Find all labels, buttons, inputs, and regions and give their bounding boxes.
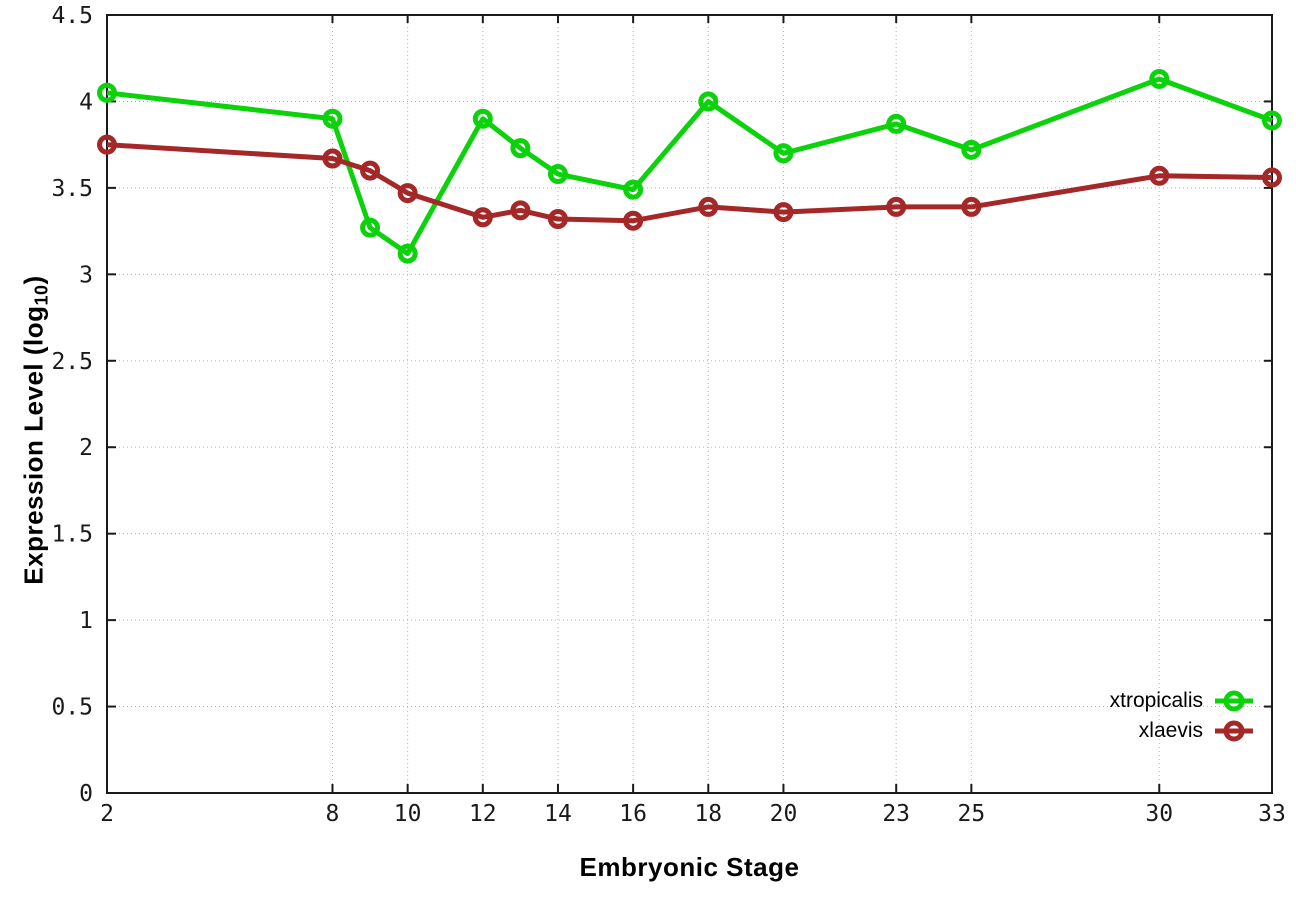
x-tick-label: 10 <box>394 801 422 827</box>
data-point-xlaevis <box>97 134 117 155</box>
x-tick-labels: 2 8 10 12 14 16 18 20 23 25 30 33 <box>100 801 1286 827</box>
data-point-xtropicalis <box>773 143 794 164</box>
legend-item-xtropicalis: xtropicalis <box>1110 686 1253 716</box>
tick-marks <box>106 14 1273 794</box>
series-xlaevis <box>97 134 1282 231</box>
y-tick-label: 4.5 <box>51 3 93 29</box>
data-point-xtropicalis <box>547 164 568 185</box>
x-tick-label: 23 <box>882 801 910 827</box>
y-tick-label: 1.5 <box>51 522 93 548</box>
y-tick-label: 2 <box>79 435 93 461</box>
x-tick-label: 12 <box>469 801 497 827</box>
x-tick-label: 25 <box>958 801 986 827</box>
legend: xtropicalis xlaevis <box>1110 686 1253 746</box>
x-tick-label: 14 <box>544 801 572 827</box>
data-point-xlaevis <box>623 210 644 231</box>
legend-sample-xlaevis <box>1215 718 1253 744</box>
legend-sample-xtropicalis <box>1215 688 1253 714</box>
legend-item-xlaevis: xlaevis <box>1110 716 1253 746</box>
x-tick-label: 30 <box>1145 801 1173 827</box>
plot-border <box>106 14 1273 794</box>
data-point-xtropicalis <box>397 243 418 264</box>
grid-lines <box>106 14 1273 794</box>
y-axis-title-subscript: 10 <box>31 284 52 306</box>
y-tick-label: 2.5 <box>51 349 93 375</box>
y-tick-label: 3.5 <box>51 176 93 202</box>
y-tick-label: 3 <box>79 262 93 288</box>
series-line-xlaevis <box>106 142 1273 224</box>
data-point-xtropicalis <box>360 217 381 238</box>
data-point-xlaevis <box>547 209 568 230</box>
data-point-xlaevis <box>472 207 493 228</box>
data-point-xtropicalis <box>623 179 644 200</box>
x-tick-label: 20 <box>770 801 798 827</box>
y-tick-label: 1 <box>79 608 93 634</box>
data-point-xlaevis <box>397 183 418 204</box>
data-point-xtropicalis <box>97 82 117 103</box>
data-point-xtropicalis <box>698 91 719 112</box>
x-tick-label: 2 <box>100 801 114 827</box>
x-tick-label: 33 <box>1258 801 1286 827</box>
data-point-xlaevis <box>698 196 719 217</box>
data-point-xtropicalis <box>961 139 982 160</box>
data-point-xtropicalis <box>322 108 343 129</box>
x-tick-label: 18 <box>694 801 722 827</box>
data-point-xlaevis <box>961 196 982 217</box>
data-point-xlaevis <box>322 148 343 169</box>
data-point-xlaevis <box>360 160 381 181</box>
y-axis-title: Expression Level (log10) <box>18 275 52 585</box>
y-axis-title-text: Expression Level (log <box>18 305 49 585</box>
series-xtropicalis <box>97 68 1282 264</box>
data-point-xlaevis <box>1149 165 1170 186</box>
data-point-xtropicalis <box>1149 68 1170 89</box>
data-point-xtropicalis <box>886 113 907 134</box>
data-point-xlaevis <box>773 202 794 223</box>
y-tick-label: 0.5 <box>51 695 93 721</box>
y-tick-label: 0 <box>79 781 93 807</box>
data-point-xlaevis <box>510 200 531 221</box>
circle-marker-icon <box>1223 720 1245 742</box>
y-axis-title-close-paren: ) <box>18 275 49 285</box>
data-point-xlaevis <box>886 196 907 217</box>
data-point-xtropicalis <box>1262 110 1282 131</box>
x-axis-title: Embryonic Stage <box>579 852 800 882</box>
data-point-xtropicalis <box>510 138 531 159</box>
series-line-xtropicalis <box>106 76 1273 257</box>
x-tick-label: 16 <box>619 801 647 827</box>
x-tick-label: 8 <box>326 801 340 827</box>
circle-marker-icon <box>1223 690 1245 712</box>
legend-label-xtropicalis: xtropicalis <box>1109 689 1203 712</box>
y-tick-labels: 0 0.5 1 1.5 2 2.5 3 3.5 4 4.5 <box>51 3 93 807</box>
data-point-xtropicalis <box>472 108 493 129</box>
data-point-xlaevis <box>1262 167 1282 188</box>
legend-label-xlaevis: xlaevis <box>1138 719 1203 742</box>
y-tick-label: 4 <box>79 89 93 115</box>
